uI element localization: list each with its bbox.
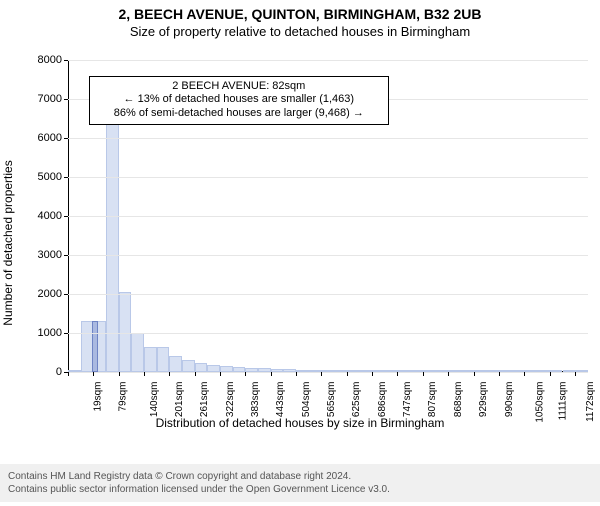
gridline (68, 294, 588, 295)
x-tick-label: 140sqm (149, 382, 160, 418)
x-tick-label: 1111sqm (558, 382, 569, 421)
x-tick-label: 322sqm (225, 382, 236, 418)
x-tick-mark (321, 372, 322, 376)
x-tick-mark (499, 372, 500, 376)
x-tick-label: 383sqm (250, 382, 261, 418)
histogram-bar (207, 365, 220, 372)
x-tick-mark (144, 372, 145, 376)
x-tick-mark (397, 372, 398, 376)
attribution-line2: Contains public sector information licen… (8, 483, 592, 496)
x-tick-label: 625sqm (351, 382, 362, 418)
x-tick-label: 443sqm (275, 382, 286, 418)
callout-box: 2 BEECH AVENUE: 82sqm ← 13% of detached … (89, 76, 389, 125)
callout-line3: 86% of semi-detached houses are larger (… (96, 107, 382, 121)
x-tick-mark (119, 372, 120, 376)
x-tick-label: 79sqm (118, 382, 129, 412)
gridline (68, 372, 588, 373)
y-tick-label: 0 (56, 366, 68, 378)
x-tick-mark (68, 372, 69, 376)
chart-container: Number of detached properties 2 BEECH AV… (0, 54, 600, 432)
gridline (68, 333, 588, 334)
plot-area: 2 BEECH AVENUE: 82sqm ← 13% of detached … (68, 60, 588, 372)
x-tick-mark (347, 372, 348, 376)
x-axis-label: Distribution of detached houses by size … (0, 416, 600, 430)
x-tick-label: 747sqm (402, 382, 413, 418)
x-tick-label: 686sqm (377, 382, 388, 418)
gridline (68, 60, 588, 61)
y-tick-label: 8000 (38, 54, 68, 66)
x-tick-mark (423, 372, 424, 376)
x-tick-label: 504sqm (301, 382, 312, 418)
y-tick-label: 1000 (38, 327, 68, 339)
attribution-line1: Contains HM Land Registry data © Crown c… (8, 470, 592, 483)
gridline (68, 138, 588, 139)
x-tick-mark (271, 372, 272, 376)
x-tick-mark (474, 372, 475, 376)
x-tick-label: 19sqm (93, 382, 104, 412)
y-tick-label: 3000 (38, 249, 68, 261)
histogram-bar (182, 360, 195, 372)
callout-line2: ← 13% of detached houses are smaller (1,… (96, 93, 382, 107)
highlight-bar (92, 321, 98, 372)
y-tick-label: 5000 (38, 171, 68, 183)
page-title-sub: Size of property relative to detached ho… (0, 24, 600, 39)
x-tick-mark (296, 372, 297, 376)
y-tick-label: 2000 (38, 288, 68, 300)
x-tick-label: 990sqm (504, 382, 515, 418)
x-tick-mark (245, 372, 246, 376)
x-tick-label: 261sqm (199, 382, 210, 418)
histogram-bar (157, 347, 170, 372)
gridline (68, 255, 588, 256)
x-tick-mark (524, 372, 525, 376)
gridline (68, 177, 588, 178)
x-tick-mark (550, 372, 551, 376)
x-tick-label: 201sqm (174, 382, 185, 418)
x-tick-label: 929sqm (478, 382, 489, 418)
x-tick-mark (575, 372, 576, 376)
y-tick-label: 7000 (38, 93, 68, 105)
x-tick-label: 565sqm (326, 382, 337, 418)
x-tick-label: 807sqm (427, 382, 438, 418)
histogram-bar (131, 333, 144, 372)
histogram-bar (169, 356, 182, 372)
x-tick-mark (448, 372, 449, 376)
y-tick-label: 4000 (38, 210, 68, 222)
x-tick-mark (93, 372, 94, 376)
x-tick-mark (372, 372, 373, 376)
y-axis-label: Number of detached properties (1, 160, 15, 325)
callout-line1: 2 BEECH AVENUE: 82sqm (96, 80, 382, 94)
attribution-footer: Contains HM Land Registry data © Crown c… (0, 464, 600, 502)
gridline (68, 216, 588, 217)
x-tick-label: 868sqm (453, 382, 464, 418)
x-tick-mark (169, 372, 170, 376)
page-title-address: 2, BEECH AVENUE, QUINTON, BIRMINGHAM, B3… (0, 6, 600, 22)
histogram-bar (195, 363, 208, 372)
y-tick-label: 6000 (38, 132, 68, 144)
x-tick-mark (220, 372, 221, 376)
x-tick-mark (195, 372, 196, 376)
histogram-bar (144, 347, 157, 372)
